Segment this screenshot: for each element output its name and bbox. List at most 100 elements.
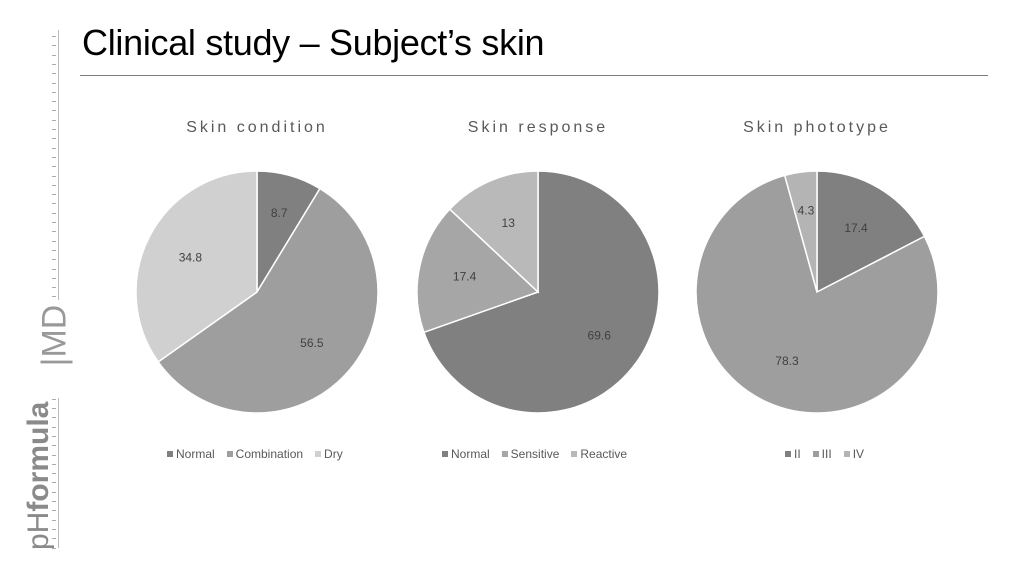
ruler-tick — [52, 175, 56, 177]
legend-item: Dry — [315, 447, 343, 461]
legend-item: III — [812, 447, 832, 461]
legend-item: II — [785, 447, 801, 461]
data-label: 78.3 — [775, 354, 799, 368]
ruler-tick — [52, 212, 56, 214]
legend-item: Normal — [167, 447, 215, 461]
pie-slice-sensitive — [416, 208, 540, 334]
pie-slice-ii — [816, 170, 926, 294]
ruler-tick — [52, 445, 56, 447]
legend-label: Combination — [235, 447, 304, 461]
ruler-tick — [52, 435, 56, 437]
ruler-tick — [52, 510, 56, 512]
slide-title: Clinical study – Subject’s skin — [82, 22, 545, 63]
legend-swatch — [812, 450, 819, 457]
legend-skin-phototype: II III IV — [785, 447, 864, 461]
pie-slice-normal — [422, 170, 660, 414]
legend-swatch — [785, 450, 791, 457]
legend-swatch — [226, 450, 233, 457]
ruler-tick — [52, 482, 56, 484]
ruler-tick — [52, 277, 56, 279]
legend-skin-response: Normal Sensitive Reactive — [442, 447, 627, 461]
legend-item: Reactive — [571, 447, 627, 461]
legend-label: Sensitive — [510, 447, 560, 461]
ruler-tick — [52, 91, 56, 93]
data-label: 69.6 — [588, 328, 612, 342]
ruler-line-top — [58, 30, 59, 300]
title-divider — [80, 75, 988, 76]
legend-swatch — [315, 450, 322, 457]
ruler-tick — [52, 119, 56, 121]
chart-title-skin-response: Skin response — [467, 119, 609, 136]
legend-label: Dry — [324, 447, 343, 461]
ruler-tick — [52, 240, 56, 242]
legend-item: Combination — [226, 447, 304, 461]
ruler-tick — [52, 129, 56, 130]
ruler-tick — [52, 231, 56, 233]
ruler-tick — [52, 156, 56, 158]
ruler-tick — [52, 538, 56, 540]
ruler-tick — [52, 296, 56, 298]
ruler-tick — [52, 268, 56, 270]
ruler-tick — [52, 463, 56, 465]
ruler-tick — [52, 194, 56, 196]
legend-item: Sensitive — [501, 447, 560, 461]
legend-label: Normal — [176, 447, 215, 461]
ruler-tick — [52, 547, 56, 549]
ruler-tick — [52, 63, 56, 65]
data-label: 56.5 — [300, 336, 324, 350]
pie-slice-iv — [783, 170, 818, 293]
legend-label: Reactive — [580, 447, 628, 461]
ruler-tick — [52, 454, 56, 456]
legend-label: IV — [852, 447, 865, 461]
chart-title-skin-condition: Skin condition — [186, 119, 328, 136]
ruler-tick — [52, 73, 56, 75]
legend-swatch — [571, 450, 578, 457]
data-label: 8.7 — [271, 206, 288, 220]
ruler-tick — [52, 147, 56, 149]
ruler-tick — [52, 417, 56, 419]
ruler-tick — [52, 528, 56, 530]
data-label: 17.4 — [844, 221, 868, 235]
legend-label: II — [794, 447, 801, 461]
pie-slice-dry — [135, 170, 258, 363]
ruler-tick — [52, 473, 56, 475]
ruler-line-bottom — [58, 398, 59, 548]
ruler-tick — [52, 101, 56, 103]
ruler-tick — [52, 54, 56, 56]
ruler-tick — [52, 138, 56, 140]
legend-swatch — [501, 450, 508, 457]
ruler-tick — [52, 249, 56, 251]
legend-swatch — [167, 450, 173, 457]
ruler-tick — [52, 259, 56, 261]
ruler-tick — [52, 519, 56, 521]
ruler-tick — [52, 166, 56, 168]
legend-label: Normal — [451, 447, 490, 461]
ruler-tick — [52, 110, 56, 112]
legend-label: III — [821, 447, 832, 461]
pie-slice-iii — [695, 174, 939, 414]
pie-slice-reactive — [448, 170, 539, 294]
ruler-tick — [52, 491, 56, 493]
chart-title-skin-phototype: Skin phototype — [743, 119, 891, 136]
ruler-tick — [52, 184, 56, 186]
legend-skin-condition: Normal Combination Dry — [167, 447, 343, 461]
ruler-tick — [52, 36, 56, 37]
data-label: 13 — [502, 216, 516, 230]
data-label: 34.8 — [179, 251, 203, 265]
ruler-tick — [52, 45, 56, 47]
pie-slice-combination — [157, 187, 379, 414]
ruler-tick — [52, 501, 56, 502]
data-label: 4.3 — [798, 203, 815, 217]
legend-item: IV — [843, 447, 865, 461]
ruler-tick — [52, 408, 56, 409]
legend-swatch — [843, 450, 850, 457]
legend-item: Normal — [442, 447, 490, 461]
ruler-tick — [52, 203, 56, 205]
ruler-tick — [52, 82, 56, 84]
ruler-tick — [52, 287, 56, 289]
legend-swatch — [442, 450, 448, 457]
ruler-tick — [52, 426, 56, 428]
ruler-tick — [52, 398, 56, 400]
ruler-tick — [52, 222, 56, 223]
